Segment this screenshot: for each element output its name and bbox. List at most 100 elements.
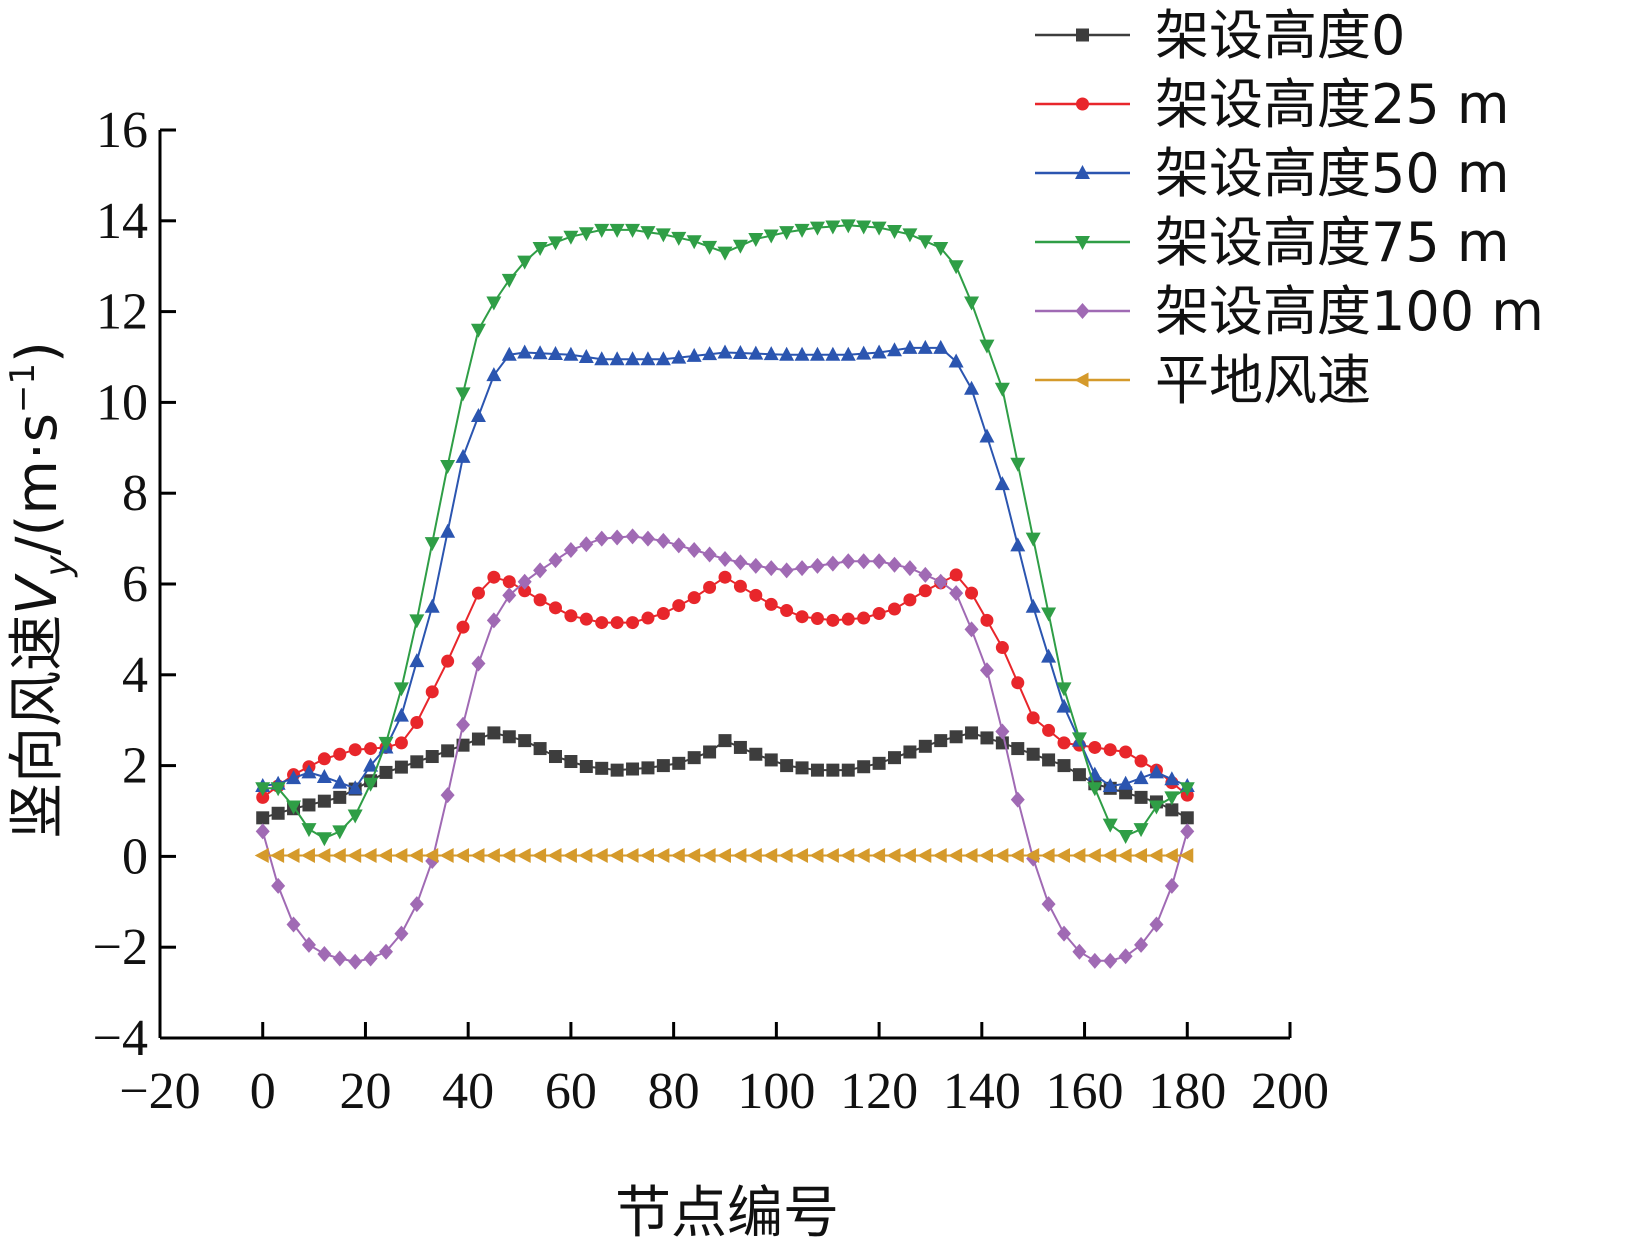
- data-point: [764, 753, 778, 767]
- data-point: [918, 584, 932, 598]
- data-point: [626, 616, 640, 630]
- data-point: [1118, 775, 1134, 790]
- data-point: [965, 726, 979, 740]
- data-point: [1025, 598, 1041, 613]
- data-point: [918, 566, 933, 583]
- data-point: [1026, 747, 1040, 761]
- data-point: [408, 847, 423, 863]
- data-point: [549, 601, 562, 615]
- data-point: [1087, 782, 1103, 797]
- data-point: [780, 759, 794, 773]
- data-point: [1133, 770, 1149, 785]
- data-point: [1179, 847, 1194, 863]
- data-point: [795, 761, 809, 775]
- data-point: [1148, 847, 1163, 863]
- data-point: [747, 847, 762, 863]
- data-point: [286, 916, 301, 933]
- data-point: [533, 742, 547, 756]
- data-point: [517, 255, 533, 270]
- data-point: [871, 221, 887, 236]
- data-point: [809, 346, 825, 361]
- data-point: [501, 346, 517, 361]
- series-line: [262, 346, 1188, 790]
- data-point: [763, 847, 778, 863]
- data-point: [795, 610, 809, 624]
- data-point: [456, 716, 471, 733]
- data-point: [393, 707, 409, 722]
- data-point: [964, 621, 979, 638]
- data-point: [857, 611, 871, 625]
- data-point: [439, 847, 454, 863]
- data-point: [486, 612, 501, 629]
- data-point: [841, 553, 856, 570]
- data-point: [918, 739, 932, 753]
- y-tick-label: 8: [122, 465, 148, 522]
- data-point: [393, 682, 409, 697]
- data-point: [1164, 877, 1179, 894]
- data-point: [410, 715, 424, 729]
- data-point: [410, 755, 424, 769]
- data-point: [486, 296, 502, 311]
- data-point: [255, 782, 271, 797]
- data-point: [948, 260, 964, 275]
- data-point: [810, 557, 825, 574]
- data-point: [763, 229, 779, 244]
- data-point: [424, 847, 439, 863]
- data-point: [1056, 847, 1070, 863]
- data-point: [686, 235, 702, 250]
- legend-marker: [1076, 28, 1089, 42]
- data-point: [733, 579, 747, 593]
- data-point: [502, 575, 516, 589]
- data-point: [702, 546, 717, 563]
- data-point: [1057, 736, 1071, 750]
- data-point: [517, 344, 533, 359]
- data-point: [1056, 682, 1072, 697]
- data-point: [624, 847, 639, 863]
- data-point: [641, 761, 655, 775]
- data-point: [980, 613, 994, 627]
- y-tick-label: 14: [96, 193, 148, 250]
- axis-ticks: −20 0 20 40 60 80 100 120 140 160 180 200−4−2024681…: [93, 102, 1329, 1120]
- y-tick-label: 4: [122, 647, 148, 704]
- data-point: [994, 476, 1010, 491]
- data-point: [903, 593, 917, 607]
- data-point: [903, 745, 917, 759]
- data-point: [1148, 764, 1164, 779]
- data-point: [255, 823, 270, 840]
- x-tick-label: 0: [250, 1063, 276, 1120]
- axes: [158, 130, 1290, 1040]
- data-point: [733, 740, 747, 754]
- data-point: [980, 731, 994, 745]
- data-point: [779, 562, 794, 579]
- data-point: [639, 847, 654, 863]
- data-point: [779, 226, 795, 241]
- data-point: [995, 723, 1010, 740]
- data-point: [595, 616, 609, 630]
- data-point: [1086, 847, 1101, 863]
- data-point: [949, 585, 964, 602]
- data-point: [486, 367, 502, 382]
- data-point: [610, 763, 624, 777]
- data-point: [594, 223, 610, 238]
- data-point: [917, 235, 933, 250]
- data-point: [965, 586, 979, 600]
- data-point: [440, 523, 456, 538]
- data-point: [302, 798, 316, 812]
- data-point: [455, 847, 470, 863]
- y-tick-label: 10: [96, 374, 148, 431]
- data-point: [1180, 823, 1195, 840]
- data-point: [902, 339, 918, 354]
- data-point: [300, 847, 315, 863]
- data-point: [1071, 847, 1086, 863]
- data-point: [995, 641, 1009, 655]
- data-point: [470, 323, 486, 338]
- data-point: [1056, 698, 1072, 713]
- data-point: [1087, 952, 1102, 969]
- data-point: [888, 751, 901, 765]
- data-point: [749, 747, 763, 761]
- data-point: [364, 742, 378, 756]
- data-point: [655, 847, 670, 863]
- data-point: [826, 763, 840, 777]
- data-point: [502, 587, 517, 604]
- data-point: [441, 744, 455, 758]
